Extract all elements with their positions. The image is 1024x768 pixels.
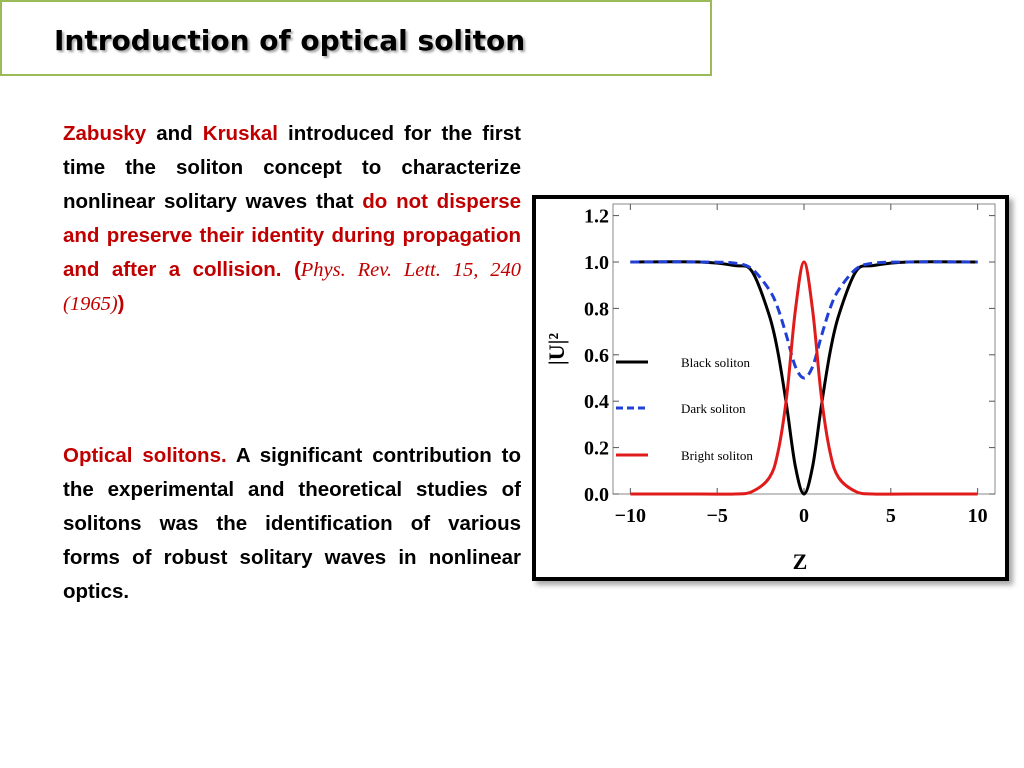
y-tick-label: 0.2 xyxy=(584,438,609,460)
slide-title: Introduction of optical soliton xyxy=(54,24,526,57)
y-tick-label: 1.2 xyxy=(584,206,609,228)
y-tick-label: 1.0 xyxy=(584,252,609,274)
x-tick-label: −5 xyxy=(706,505,727,527)
title-box: Introduction of optical soliton xyxy=(0,0,712,76)
optical-text: A significant contribution to the experi… xyxy=(63,444,522,603)
highlight-text: do not disperse and preserve their ident… xyxy=(63,190,521,281)
legend-black-soliton-label: Black soliton xyxy=(681,355,750,370)
citation-open-paren: ( xyxy=(293,258,301,281)
chart-frame: 0.0 0.2 0.4 0.6 0.8 1.0 1.2 −10 −5 0 5 10 Black sol… xyxy=(532,195,1009,581)
spacer xyxy=(281,258,293,281)
dark-soliton-line xyxy=(630,260,978,380)
x-tick-label: 5 xyxy=(886,505,896,527)
bright-soliton-line xyxy=(630,260,978,496)
y-axis-label: |U|² xyxy=(544,333,569,366)
soliton-chart: 0.0 0.2 0.4 0.6 0.8 1.0 1.2 −10 −5 0 5 10 Black sol… xyxy=(544,203,996,574)
citation-close-paren: ) xyxy=(117,292,125,315)
x-tick-label: 10 xyxy=(968,505,988,527)
author-zabusky: Zabusky xyxy=(63,122,147,145)
optical-paragraph: Optical solitons. A significant contribu… xyxy=(63,439,521,609)
y-tick-label: 0.6 xyxy=(584,345,609,367)
plot-area-frame xyxy=(612,203,996,495)
intro-text: introduced for the first time the solito… xyxy=(63,122,521,213)
x-tick-label: 0 xyxy=(799,505,809,527)
and-word: and xyxy=(146,122,203,145)
author-kruskal: Kruskal xyxy=(202,122,278,145)
optical-lead: Optical solitons. xyxy=(63,444,227,467)
legend-bright-soliton-label: Bright soliton xyxy=(681,448,753,463)
y-tick-label: 0.4 xyxy=(584,391,609,413)
legend-dark-soliton-label: Dark soliton xyxy=(681,401,746,416)
x-tick-label: −10 xyxy=(615,505,646,527)
y-tick-label: 0.8 xyxy=(584,298,609,320)
y-tick-label: 0.0 xyxy=(584,484,609,506)
citation: Phys. Rev. Lett. 15, 240 (1965) xyxy=(63,259,521,315)
x-axis-label: Z xyxy=(793,549,808,574)
intro-paragraph: Zabusky and Kruskal introduced for the f… xyxy=(63,117,521,321)
